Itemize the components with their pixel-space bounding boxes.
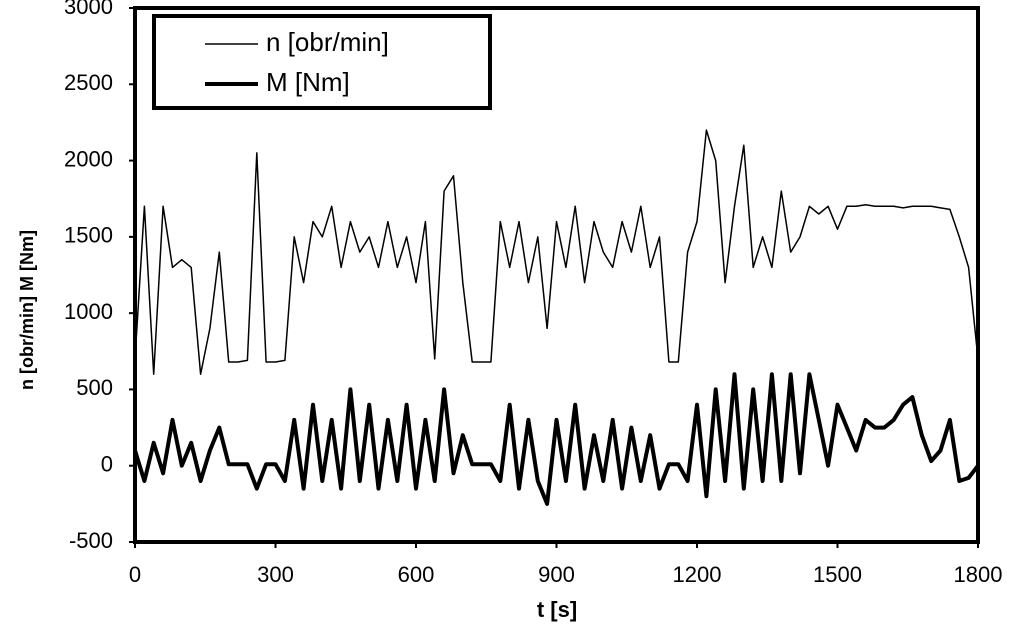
x-tick-label: 1200 xyxy=(673,562,722,587)
x-tick-label: 1500 xyxy=(813,562,862,587)
y-tick-label: 500 xyxy=(76,375,113,400)
x-tick-label: 0 xyxy=(129,562,141,587)
legend-box xyxy=(152,14,492,110)
y-tick-label: -500 xyxy=(69,528,113,553)
plot-frame xyxy=(133,6,980,544)
x-tick-label: 900 xyxy=(538,562,575,587)
x-tick-label: 300 xyxy=(257,562,294,587)
y-axis-label: n [obr/min] M [Nm] xyxy=(17,230,37,390)
y-tick-label: 1500 xyxy=(64,223,113,248)
legend-label: M [Nm] xyxy=(266,67,350,97)
series-line xyxy=(134,129,979,375)
legend-label: n [obr/min] xyxy=(266,27,389,57)
series-line xyxy=(133,372,980,506)
y-tick-label: 1000 xyxy=(64,299,113,324)
y-tick-label: 0 xyxy=(101,452,113,477)
y-tick-label: 3000 xyxy=(64,0,113,19)
x-axis-label: t [s] xyxy=(537,597,577,622)
y-tick-label: 2500 xyxy=(64,70,113,95)
y-tick-label: 2000 xyxy=(64,146,113,171)
x-tick-label: 600 xyxy=(398,562,435,587)
x-tick-label: 1800 xyxy=(954,562,1003,587)
